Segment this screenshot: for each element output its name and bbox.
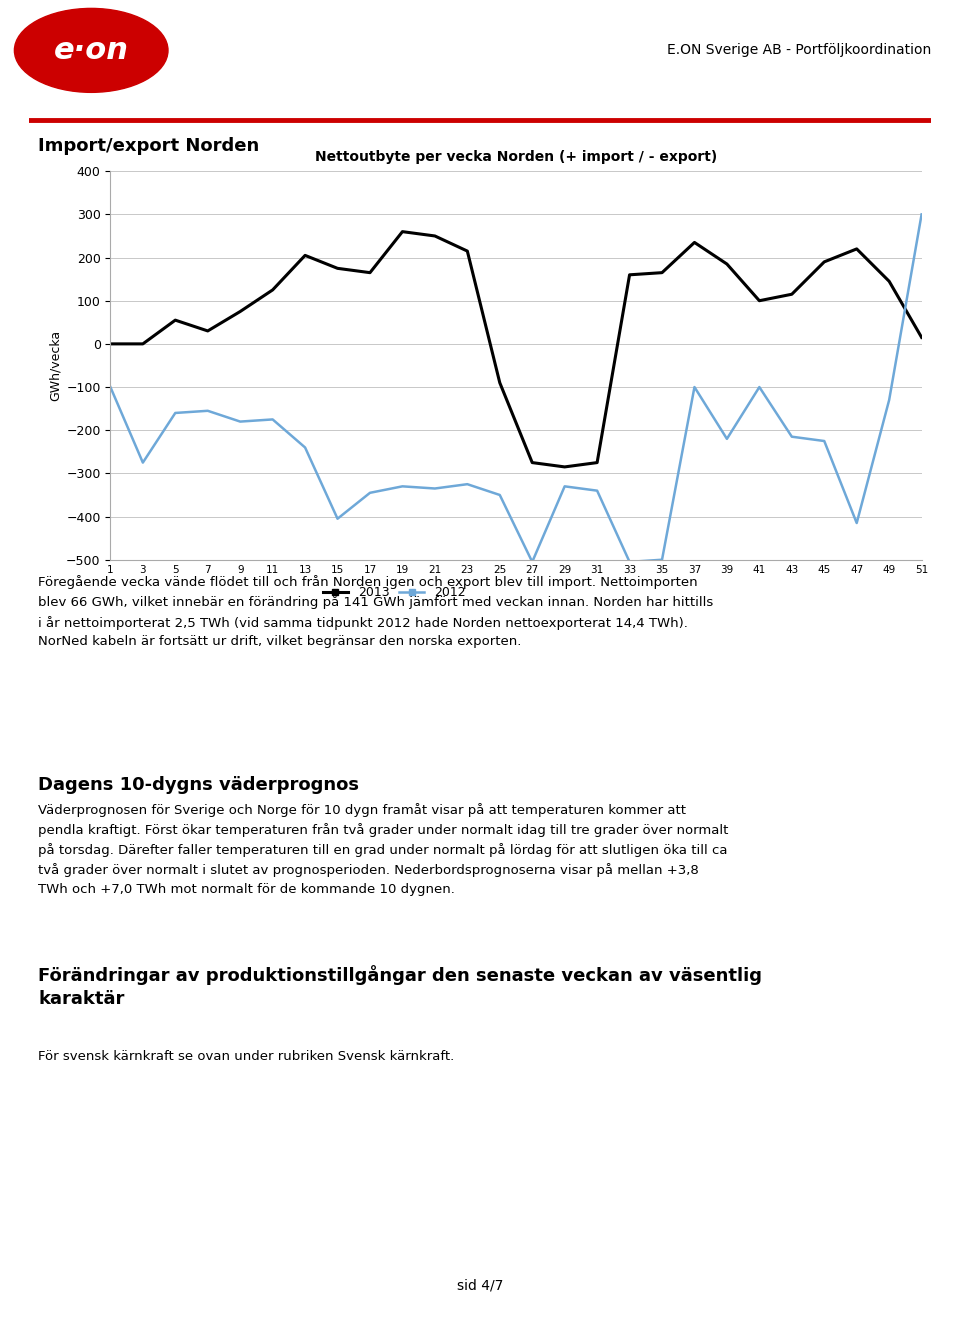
2012 bbox=[300, 440, 311, 456]
2013 bbox=[559, 460, 570, 475]
Text: Föregående vecka vände flödet till och från Norden igen och export blev till imp: Föregående vecka vände flödet till och f… bbox=[38, 576, 713, 648]
2012 bbox=[851, 515, 862, 531]
2013 bbox=[916, 329, 927, 345]
Ellipse shape bbox=[14, 8, 168, 92]
2013 bbox=[883, 274, 895, 290]
Y-axis label: GWh/vecka: GWh/vecka bbox=[49, 329, 62, 402]
2012 bbox=[462, 477, 473, 493]
Text: E.ON Sverige AB - Portföljkoordination: E.ON Sverige AB - Portföljkoordination bbox=[667, 43, 931, 58]
2013 bbox=[267, 282, 278, 298]
2013 bbox=[526, 454, 538, 470]
2013 bbox=[754, 292, 765, 308]
2012 bbox=[591, 483, 603, 499]
2012 bbox=[657, 552, 668, 568]
Text: Dagens 10-dygns väderprognos: Dagens 10-dygns väderprognos bbox=[38, 776, 359, 794]
2012 bbox=[624, 554, 636, 570]
2012 bbox=[786, 429, 798, 445]
2013 bbox=[657, 265, 668, 281]
2012 bbox=[267, 411, 278, 427]
2012 bbox=[916, 207, 927, 223]
2013 bbox=[202, 323, 213, 338]
2013 bbox=[851, 241, 862, 257]
2012 bbox=[429, 481, 441, 497]
2012 bbox=[754, 379, 765, 395]
Title: Nettoutbyte per vecka Norden (+ import / - export): Nettoutbyte per vecka Norden (+ import /… bbox=[315, 150, 717, 165]
2013 bbox=[396, 224, 408, 240]
2013 bbox=[170, 312, 181, 328]
2012 bbox=[396, 478, 408, 494]
2013 bbox=[429, 228, 441, 244]
Text: sid 4/7: sid 4/7 bbox=[457, 1279, 503, 1292]
2013 bbox=[364, 265, 375, 281]
2012 bbox=[883, 392, 895, 408]
Text: Väderprognosen för Sverige och Norge för 10 dygn framåt visar på att temperature: Väderprognosen för Sverige och Norge för… bbox=[38, 803, 729, 896]
2013 bbox=[786, 286, 798, 302]
2013 bbox=[494, 375, 506, 391]
2012 bbox=[559, 478, 570, 494]
2013 bbox=[721, 255, 732, 271]
2012 bbox=[721, 431, 732, 446]
Legend: 2013, 2012: 2013, 2012 bbox=[318, 581, 471, 605]
2013 bbox=[624, 267, 636, 283]
2012 bbox=[202, 403, 213, 419]
Text: e·on: e·on bbox=[54, 36, 129, 65]
2012 bbox=[526, 554, 538, 570]
2012 bbox=[234, 414, 246, 429]
2013 bbox=[300, 248, 311, 263]
2013 bbox=[332, 261, 344, 277]
Text: Förändringar av produktionstillgångar den senaste veckan av väsentlig
karaktär: Förändringar av produktionstillgångar de… bbox=[38, 965, 762, 1009]
2012 bbox=[494, 487, 506, 503]
2013 bbox=[462, 244, 473, 259]
2012 bbox=[332, 511, 344, 527]
2012 bbox=[819, 433, 830, 449]
Text: Import/export Norden: Import/export Norden bbox=[38, 137, 259, 155]
2012 bbox=[105, 379, 116, 395]
2013 bbox=[234, 304, 246, 320]
2012 bbox=[137, 454, 149, 470]
2012 bbox=[170, 406, 181, 421]
Line: 2013: 2013 bbox=[110, 232, 922, 468]
2012 bbox=[364, 485, 375, 500]
2013 bbox=[819, 254, 830, 270]
2013 bbox=[105, 336, 116, 352]
2013 bbox=[591, 454, 603, 470]
Text: För svensk kärnkraft se ovan under rubriken Svensk kärnkraft.: För svensk kärnkraft se ovan under rubri… bbox=[38, 1050, 455, 1063]
2013 bbox=[688, 234, 700, 250]
2013 bbox=[137, 336, 149, 352]
2012 bbox=[688, 379, 700, 395]
Line: 2012: 2012 bbox=[110, 215, 922, 562]
